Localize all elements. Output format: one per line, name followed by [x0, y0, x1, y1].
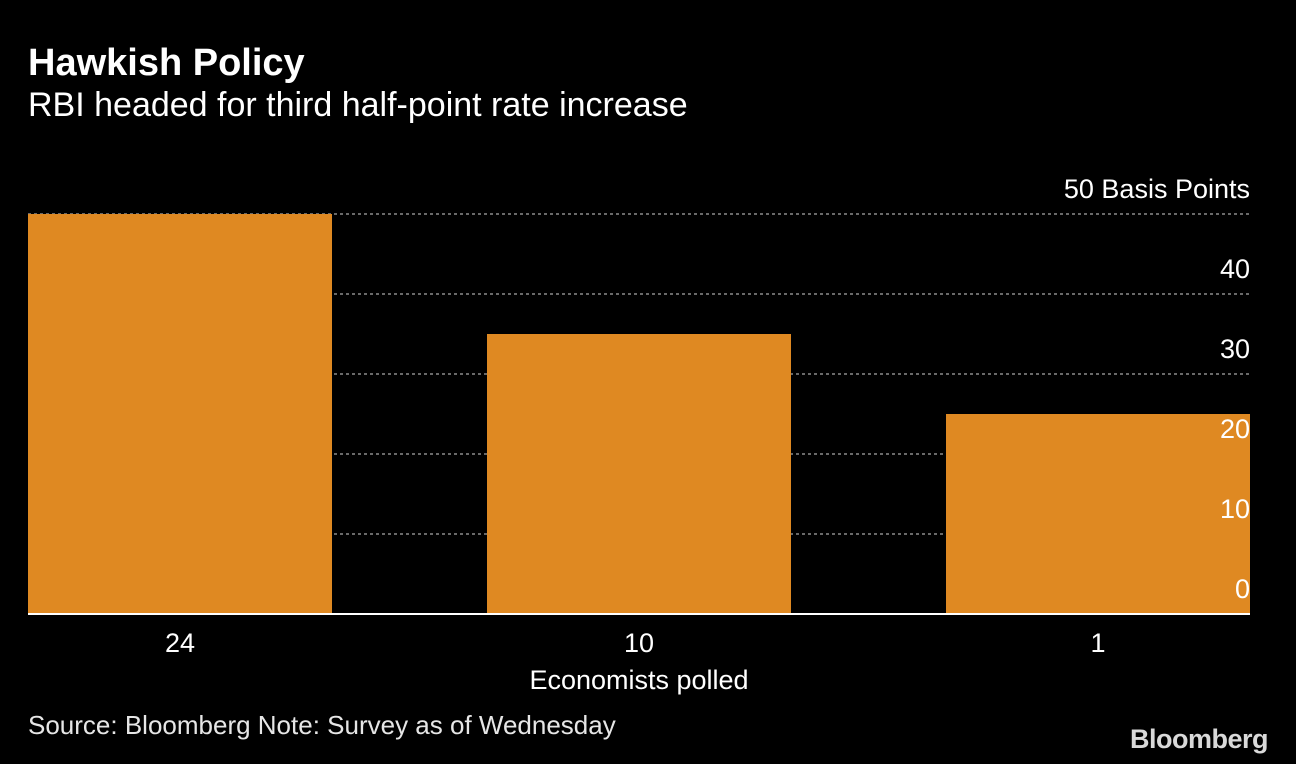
y-tick-label-40: 40: [1220, 254, 1250, 284]
chart-title: Hawkish Policy: [28, 42, 305, 84]
y-tick-label-20: 20: [1220, 414, 1250, 444]
bar-chart: 0 10 20 30 40 50 Basis Points 24 10 1 Economists …: [28, 174, 1250, 695]
bar-10: [487, 334, 791, 614]
y-tick-label-0: 0: [1235, 574, 1250, 604]
y-axis-top-label: 50 Basis Points: [1064, 174, 1250, 204]
y-tick-label-10: 10: [1220, 494, 1250, 524]
bloomberg-logo: Bloomberg: [1129, 724, 1269, 754]
source-note: Source: Bloomberg Note: Survey as of Wed…: [28, 710, 616, 740]
x-tick-label-24: 24: [165, 628, 195, 658]
x-tick-label-10: 10: [624, 628, 654, 658]
chart-subtitle: RBI headed for third half-point rate inc…: [28, 86, 688, 124]
y-tick-label-30: 30: [1220, 334, 1250, 364]
bar-layer: [28, 214, 1250, 614]
label-layer: 0 10 20 30 40 50 Basis Points 24 10 1 Economists …: [165, 174, 1250, 695]
x-tick-label-1: 1: [1090, 628, 1105, 658]
bar-24: [28, 214, 332, 614]
bar-1: [946, 414, 1250, 614]
x-axis-title: Economists polled: [529, 665, 748, 695]
